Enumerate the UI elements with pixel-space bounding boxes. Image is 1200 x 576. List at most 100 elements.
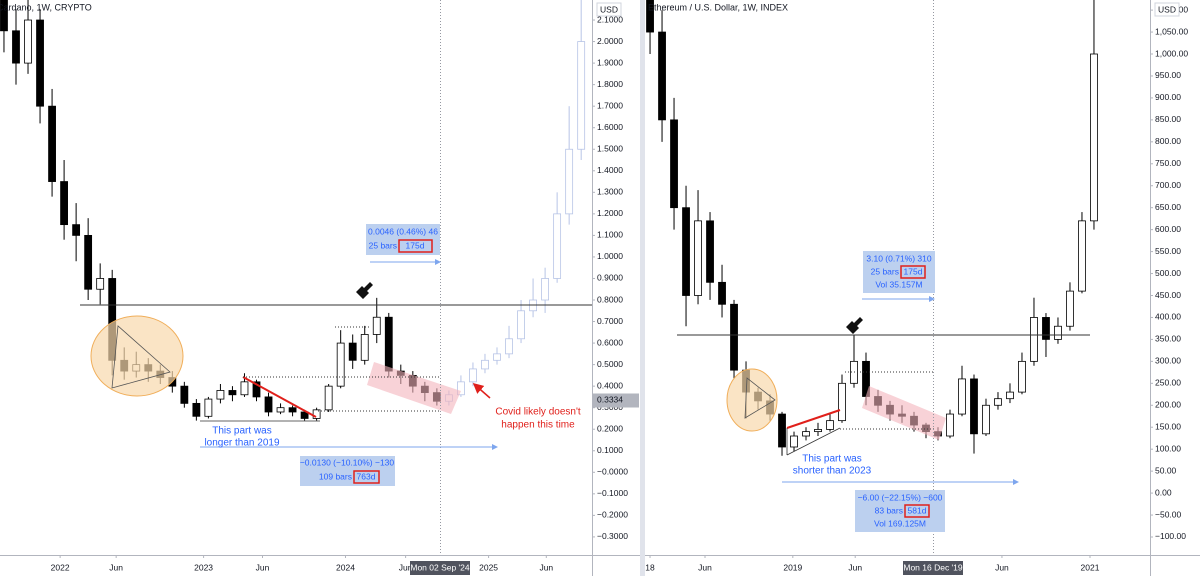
x-tick-label: 2024 — [336, 562, 355, 572]
candle-body — [469, 368, 477, 383]
hammer-icon — [846, 317, 863, 334]
candle-body — [384, 316, 393, 372]
hammer-icon — [356, 282, 373, 299]
y-tick-label: 350.00 — [1155, 334, 1181, 344]
candle-body — [228, 390, 237, 396]
channel-highlight — [367, 362, 461, 414]
candle-body — [658, 31, 666, 121]
y-tick-label: 0.6000 — [597, 337, 623, 347]
measure-box — [863, 251, 935, 293]
candle-body — [946, 413, 954, 437]
candle-body — [982, 404, 990, 435]
y-tick-label: 0.2000 — [597, 423, 623, 433]
candle-body — [48, 105, 56, 182]
candle-body — [312, 409, 321, 419]
y-tick-label: 0.9000 — [597, 273, 623, 283]
y-tick-label: 100.00 — [1155, 443, 1181, 453]
candle-body — [517, 310, 525, 340]
note-line: longer than 2019 — [204, 438, 280, 449]
y-tick-label: 1.0000 — [597, 251, 623, 261]
measure-change: −6.00 (−22.15%) −600 — [858, 492, 943, 502]
y-tick-label: 2.1000 — [597, 14, 623, 24]
days-frame — [353, 470, 380, 484]
candle-body — [360, 334, 369, 361]
overlays-right: 3.10 (0.71%) 310 25 bars 175d Vol 35.157… — [677, 0, 1090, 555]
x-tick-label: Jun — [256, 562, 270, 572]
x-tick-label: 18 — [645, 562, 655, 572]
x-tick-label: Jun — [399, 562, 413, 572]
x-tick-label: Jun — [539, 562, 553, 572]
y-tick-label: 600.00 — [1155, 224, 1181, 234]
plot-area — [0, 0, 586, 421]
candle-body — [1054, 325, 1062, 340]
candle-body — [204, 398, 213, 417]
y-tick-label: 500.00 — [1155, 268, 1181, 278]
candle-body — [1006, 391, 1014, 400]
measure-bars: 109 bars — [319, 471, 352, 481]
note-line: This part was — [802, 454, 861, 465]
y-tick-label: 900.00 — [1155, 92, 1181, 102]
candle-body — [826, 420, 834, 430]
chart-title: Ethereum / U.S. Dollar, 1W, INDEX — [648, 2, 788, 12]
y-tick-label: 1.2000 — [597, 208, 623, 218]
candle-body — [838, 382, 846, 422]
measure-change: 3.10 (0.71%) 310 — [866, 253, 931, 263]
candle-body — [553, 213, 562, 279]
y-tick-label: 1.3000 — [597, 187, 623, 197]
y-tick-label: 1.5000 — [597, 143, 623, 153]
y-tick-label: −0.3000 — [597, 531, 628, 541]
candle-body — [670, 119, 678, 209]
x-tick-label: 2021 — [1081, 562, 1100, 572]
candle-body — [0, 0, 8, 32]
y-tick-label: 950.00 — [1155, 70, 1181, 80]
channel-highlight — [862, 386, 946, 440]
measure-volume: Vol 35.157M — [875, 279, 922, 289]
crosshair-label: Mon 02 Sep '24 — [410, 562, 470, 572]
currency-box — [1154, 2, 1180, 17]
candle-body — [324, 385, 333, 411]
red-note-line: Covid likely doesn't — [495, 407, 581, 418]
y-tick-label: −0.1000 — [597, 488, 628, 498]
candle-body — [72, 224, 81, 236]
crosshair-box — [903, 561, 963, 575]
candle-body — [994, 398, 1002, 406]
candle-body — [216, 390, 225, 400]
candle-body — [970, 378, 978, 435]
y-tick-label: 0.7000 — [597, 316, 623, 326]
candle-body — [1042, 317, 1050, 340]
candle-body — [577, 41, 586, 150]
y-tick-label: 1.7000 — [597, 100, 623, 110]
candle-body — [1090, 53, 1098, 222]
plot-area — [646, 0, 1098, 456]
y-tick-label: 1.8000 — [597, 79, 623, 89]
candle-body — [541, 278, 550, 301]
candle-body — [372, 316, 381, 335]
y-tick-label: 150.00 — [1155, 421, 1181, 431]
y-tick-label: −50.00 — [1155, 509, 1182, 519]
candle-body — [24, 19, 32, 64]
measure-days: 175d — [904, 266, 923, 276]
y-tick-label: 0.4000 — [597, 380, 623, 390]
y-tick-label: 1.4000 — [597, 165, 623, 175]
wedge-line — [786, 427, 841, 456]
y-tick-label: 750.00 — [1155, 158, 1181, 168]
overlays-left: 0.0046 (0.46%) 46 25 bars 175d −0.0130 (… — [80, 0, 592, 555]
x-tick-label: 2023 — [194, 562, 213, 572]
candle-body — [288, 407, 297, 413]
y-tick-label: 50.00 — [1155, 465, 1177, 475]
y-tick-label: 1.6000 — [597, 122, 623, 132]
candle-body — [1018, 360, 1026, 393]
measure-volume: Vol 169.125M — [874, 518, 926, 528]
days-frame — [904, 504, 930, 518]
y-tick-label: 0.5000 — [597, 359, 623, 369]
measure-bars: 83 bars — [875, 505, 903, 515]
measure-bars: 25 bars — [871, 266, 899, 276]
last-price-box — [593, 393, 639, 408]
candle-body — [300, 411, 309, 419]
chart-title: Cardano, 1W, CRYPTO — [0, 2, 92, 12]
candle-body — [730, 303, 738, 371]
candle-body — [240, 381, 249, 396]
days-frame — [398, 239, 433, 253]
